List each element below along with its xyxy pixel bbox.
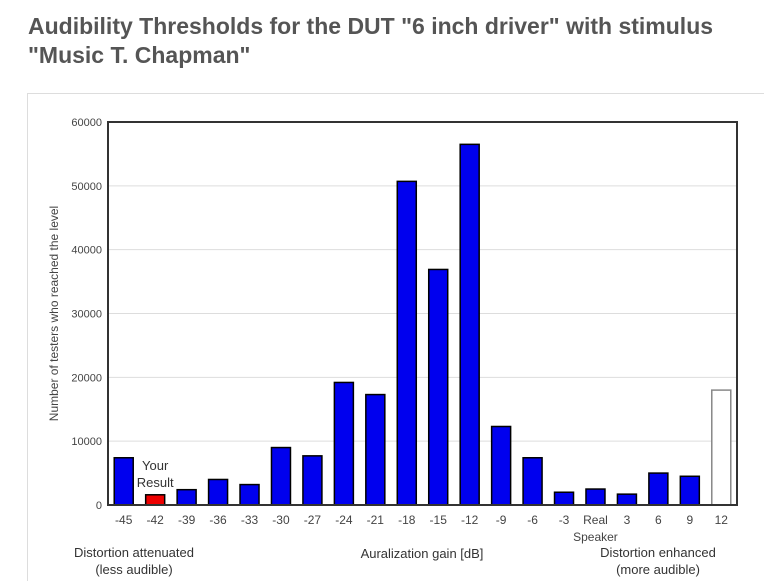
note-right-line-1: Distortion enhanced: [600, 545, 716, 560]
x-tick-label: -27: [304, 513, 322, 527]
x-tick-label: -45: [115, 513, 133, 527]
bar-real-speaker: [585, 488, 606, 506]
x-tick-label: Speaker: [573, 530, 618, 544]
x-tick-label: 3: [624, 513, 631, 527]
y-tick-label: 30000: [71, 309, 102, 321]
your-result-annotation: Result: [137, 475, 174, 490]
x-tick-label: -3: [559, 513, 570, 527]
bar--33: [239, 483, 260, 506]
x-tick-label: -42: [147, 513, 165, 527]
bar--6: [522, 457, 543, 506]
bar--9: [490, 425, 512, 506]
x-axis-label: Auralization gain [dB]: [360, 546, 484, 561]
x-tick-label: -15: [430, 513, 448, 527]
bar-12: [711, 389, 732, 506]
y-tick-label: 0: [96, 500, 102, 512]
page-title: Audibility Thresholds for the DUT "6 inc…: [28, 12, 758, 70]
x-tick-label: -12: [461, 513, 479, 527]
y-axis-label: Number of testers who reached the level: [47, 206, 61, 421]
bar--3: [553, 491, 575, 506]
note-distortion-enhanced: Distortion enhanced (more audible): [578, 544, 738, 578]
bar--42: [144, 494, 166, 506]
y-tick-label: 10000: [71, 436, 102, 448]
x-tick-label: Real: [583, 513, 608, 527]
bar--27: [302, 455, 323, 506]
bar--39: [176, 488, 197, 506]
bar--15: [427, 268, 449, 506]
x-tick-label: 9: [686, 513, 693, 527]
x-tick-label: -24: [335, 513, 353, 527]
bar--12: [459, 143, 480, 506]
y-tick-label: 50000: [71, 181, 102, 193]
x-tick-label: -21: [367, 513, 385, 527]
bar-chart: 0 10000 20000 30000 40000 50000 60000 Number of…: [47, 117, 738, 544]
bar--18: [396, 180, 418, 506]
note-right-line-2: (more audible): [616, 562, 700, 577]
title-line-1: Audibility Thresholds for the DUT "6 inc…: [28, 13, 714, 39]
x-tick-label: -30: [272, 513, 290, 527]
x-tick-label: 12: [715, 513, 729, 527]
x-tick-label: -39: [178, 513, 196, 527]
x-tick-label: -36: [209, 513, 227, 527]
bar-6: [648, 472, 669, 506]
y-tick-label: 40000: [71, 245, 102, 257]
bar--45: [113, 457, 134, 506]
note-left-line-1: Distortion attenuated: [74, 545, 194, 560]
bar-9: [679, 475, 701, 506]
bar--24: [333, 381, 355, 506]
bar--21: [365, 393, 386, 506]
bar--36: [207, 478, 229, 506]
x-tick-label: 6: [655, 513, 662, 527]
bar-3: [616, 493, 638, 506]
title-line-2: "Music T. Chapman": [28, 42, 251, 68]
x-tick-label: -9: [496, 513, 507, 527]
note-left-line-2: (less audible): [95, 562, 173, 577]
y-tick-label: 60000: [71, 117, 102, 129]
chart-panel: 0 10000 20000 30000 40000 50000 60000 Number of…: [27, 93, 764, 581]
note-distortion-attenuated: Distortion attenuated (less audible): [54, 544, 214, 578]
bar--30: [270, 446, 292, 506]
note-auralization-gain: Auralization gain [dB]: [322, 545, 522, 562]
x-tick-label: -18: [398, 513, 416, 527]
x-tick-label: -6: [527, 513, 538, 527]
x-tick-label: -33: [241, 513, 259, 527]
plot-frame: [107, 121, 738, 506]
your-result-annotation: Your: [142, 458, 169, 473]
y-tick-label: 20000: [71, 372, 102, 384]
